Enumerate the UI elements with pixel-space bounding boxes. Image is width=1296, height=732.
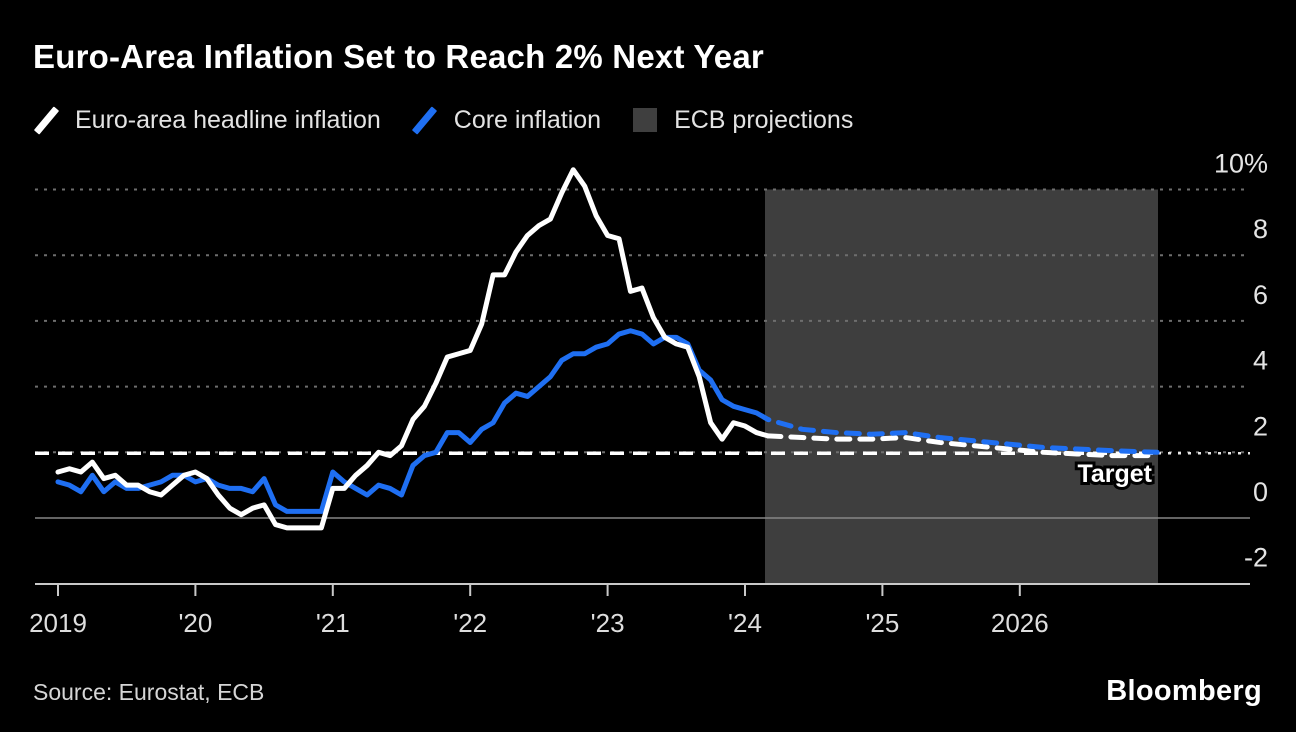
y-axis-label: 10% — [1214, 149, 1268, 179]
y-axis-label: 2 — [1253, 411, 1268, 441]
x-axis-layer: 2019 '20 '21 '22 '23 '24 '25 2026 — [29, 583, 1250, 638]
legend-label: Core inflation — [453, 105, 602, 134]
y-axis-label: -2 — [1244, 543, 1268, 573]
series-line-headline — [55, 167, 771, 531]
x-axis-label: '21 — [316, 608, 350, 638]
legend: Euro-area headline inflation Core inflat… — [30, 104, 853, 136]
legend-item-core-inflation: Core inflation — [409, 104, 601, 136]
legend-label: ECB projections — [674, 105, 854, 134]
projection-line-headline — [765, 433, 1160, 459]
x-axis-label: '20 — [178, 608, 212, 638]
series-line-core — [55, 328, 771, 514]
series-layer — [55, 167, 1160, 531]
x-axis-label: '24 — [728, 608, 762, 638]
x-axis-label: '25 — [865, 608, 899, 638]
annotation-layer: Target — [1074, 457, 1155, 491]
source-note: Source: Eurostat, ECB — [33, 679, 265, 705]
legend-item-headline-inflation: Euro-area headline inflation — [30, 104, 381, 136]
projection-line-core — [765, 416, 1160, 455]
x-axis-label: 2026 — [991, 608, 1049, 638]
legend-label: Euro-area headline inflation — [75, 105, 381, 134]
target-line-label: Target — [1077, 460, 1152, 488]
x-axis-label: '22 — [453, 608, 487, 638]
y-axis-label: 0 — [1253, 477, 1268, 507]
bloomberg-logo: Bloomberg — [1106, 675, 1262, 707]
gridline-layer: 10% 8 6 4 2 0 -2 — [35, 149, 1268, 573]
y-axis-label: 6 — [1253, 280, 1268, 310]
y-axis-label: 8 — [1253, 214, 1268, 244]
x-axis-label: 2019 — [29, 608, 87, 638]
legend-item-ecb-projections: ECB projections — [629, 104, 853, 136]
chart-title: Euro-Area Inflation Set to Reach 2% Next… — [33, 38, 764, 75]
projection-region-icon — [629, 104, 661, 136]
x-axis-label: '23 — [591, 608, 625, 638]
y-axis-label: 4 — [1253, 346, 1268, 376]
